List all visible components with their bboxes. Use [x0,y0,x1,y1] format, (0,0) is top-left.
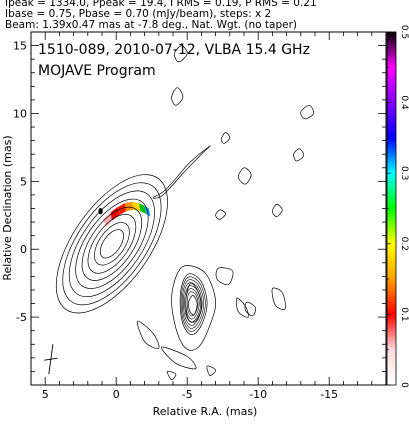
header-line-peak: Ipeak = 1334.0, Ppeak = 19.4, I RMS = 0.… [5,0,317,9]
y-tick-label: -5 [16,311,27,324]
core-knot [98,208,103,215]
colorbar-tick-label: 0.2 [399,237,409,251]
noise-contour [171,87,184,106]
plot-content [44,45,315,380]
colorbar-tick-label: 0.5 [399,25,409,39]
noise-contour [237,167,252,185]
colorbar-tick-label: 0.1 [399,307,409,321]
y-axis-title: Relative Declination (mas) [1,135,14,280]
core-contour [55,174,168,314]
x-axis-title: Relative R.A. (mas) [153,405,258,418]
x-tick-label: -15 [320,388,338,401]
jet-contour [186,291,199,317]
polarization-color-ribbon [103,201,151,228]
noise-contour [174,45,188,63]
jet-contour [136,320,160,349]
x-tick-label: 5 [42,388,49,401]
annotation-source: 1510-089, 2010-07-12, VLBA 15.4 GHz [38,42,310,58]
noise-contour [206,365,216,376]
y-tick-label: 15 [13,40,27,53]
noise-contour [244,301,256,317]
noise-contour [220,132,231,144]
polarization-segment [131,201,141,212]
core-contours [55,174,168,314]
jet-contour [179,273,208,336]
jet-contour [152,145,211,199]
core-contour [68,190,155,298]
colorbar-tick-label: 0 [399,382,409,388]
jet-contour [188,295,198,316]
core-contour [75,198,149,289]
x-tick-label: -5 [182,388,193,401]
noise-contour [293,148,304,162]
axis-ticks: 5 0 -5 -10 -15 -5 0 5 10 15 [13,31,387,401]
colorbar-tick-label: 0.4 [399,95,409,110]
noise-contour [272,204,283,217]
core-contour [81,206,143,281]
y-tick-label: 5 [20,175,27,188]
header: Ipeak = 1334.0, Ppeak = 19.4, I RMS = 0.… [0,0,409,32]
polarization-segment [103,212,112,228]
jet-contour [181,279,205,329]
noise-contour [215,209,226,220]
jet-contours [136,145,234,370]
plot-area [31,32,386,385]
noise-contour [271,287,286,311]
x-tick-label: -10 [249,388,267,401]
polarization-segment [138,203,146,214]
annotation-program: MOJAVE Program [38,63,156,79]
jet-contour [215,267,234,286]
beam-minor-axis [44,357,58,361]
polarization-segment [117,203,127,216]
core-contour [62,182,162,306]
colorbar-ticks: 0 0.1 0.2 0.3 0.4 0.5 [387,25,409,388]
beam-marker [44,344,58,375]
jet-contour [185,288,200,320]
noise-contour [235,297,249,318]
noise-contour [300,104,315,120]
core-contour [87,214,137,274]
y-tick-label: 10 [13,108,27,121]
y-tick-label: 0 [20,243,27,256]
core-contour [94,222,130,266]
jet-contour [183,282,203,326]
header-line-beam: Beam: 1.39x0.47 mas at -7.8 deg., Nat. W… [5,19,298,31]
x-tick-label: 0 [113,388,120,401]
core-contour [99,229,124,259]
jet-contour [180,276,206,332]
noise-contour [166,370,177,380]
colorbar-tick-label: 0.3 [399,166,409,180]
header-line-base: Ibase = 0.75, Pbase = 0.70 (mJy/beam), s… [5,8,272,20]
noise-contours [166,45,315,380]
jet-contour [184,285,202,323]
polarization-segment [124,201,134,212]
jet-contour [161,346,197,370]
jet-contour [171,265,217,351]
